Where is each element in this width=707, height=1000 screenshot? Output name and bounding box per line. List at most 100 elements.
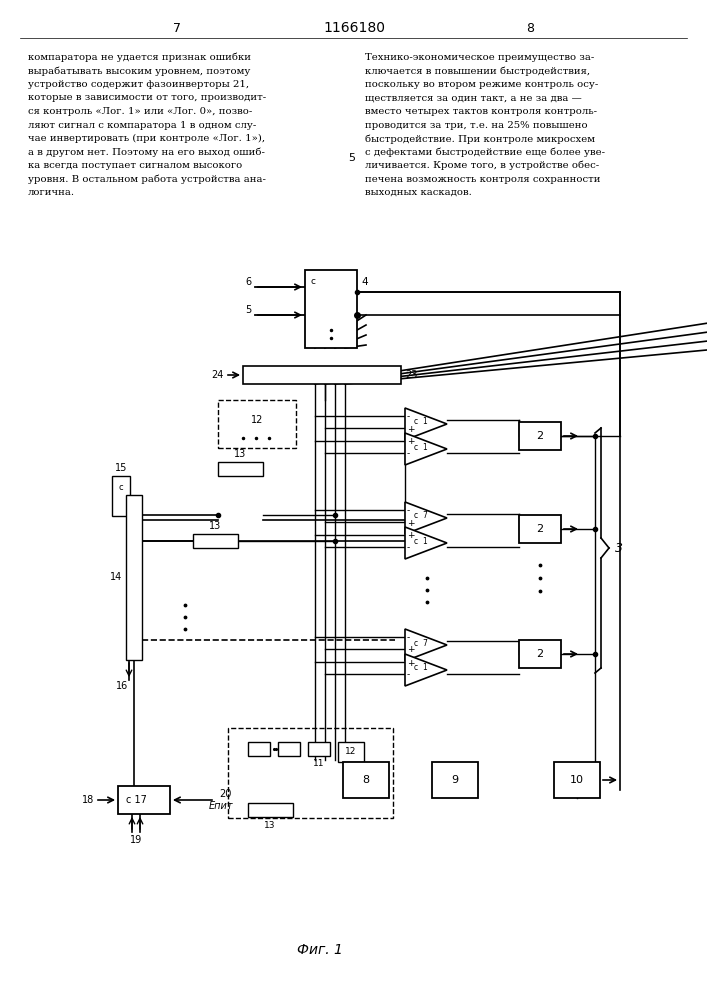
Text: печена возможность контроля сохранности: печена возможность контроля сохранности xyxy=(365,174,600,184)
Text: Технико-экономическое преимущество за-: Технико-экономическое преимущество за- xyxy=(365,53,595,62)
Text: -: - xyxy=(407,544,410,552)
Text: 23: 23 xyxy=(405,370,417,380)
Text: 13: 13 xyxy=(234,449,246,459)
Bar xyxy=(218,400,296,448)
Text: 7: 7 xyxy=(173,21,181,34)
Text: выходных каскадов.: выходных каскадов. xyxy=(365,188,472,197)
Text: 8: 8 xyxy=(526,21,534,34)
Bar xyxy=(519,640,561,668)
Text: уровня. В остальном работа устройства ана-: уровня. В остальном работа устройства ан… xyxy=(28,174,266,184)
Text: устройство содержит фазоинверторы 21,: устройство содержит фазоинверторы 21, xyxy=(28,80,249,89)
Text: 14: 14 xyxy=(110,572,122,582)
Text: 1166180: 1166180 xyxy=(323,21,385,35)
Text: 18: 18 xyxy=(82,795,94,805)
Text: -: - xyxy=(407,450,410,458)
Bar xyxy=(519,515,561,543)
Bar xyxy=(308,742,330,756)
Text: а в другом нет. Поэтому на его выход ошиб-: а в другом нет. Поэтому на его выход оши… xyxy=(28,147,265,157)
Text: 2: 2 xyxy=(537,649,544,659)
Text: 15: 15 xyxy=(115,463,127,473)
Text: 4: 4 xyxy=(362,277,368,287)
Bar xyxy=(193,534,238,548)
Bar xyxy=(118,786,170,814)
Bar xyxy=(519,422,561,450)
Text: 3: 3 xyxy=(615,542,623,554)
Text: ществляется за один такт, а не за два —: ществляется за один такт, а не за два — xyxy=(365,94,582,103)
Text: Eпит: Eпит xyxy=(209,801,233,811)
Text: c: c xyxy=(310,277,315,286)
Text: компаратора не удается признак ошибки: компаратора не удается признак ошибки xyxy=(28,53,251,62)
Bar xyxy=(338,742,364,762)
Polygon shape xyxy=(405,654,447,686)
Text: логична.: логична. xyxy=(28,188,75,197)
Text: c: c xyxy=(414,442,418,452)
Text: +: + xyxy=(407,658,414,668)
Text: вырабатывать высоким уровнем, поэтому: вырабатывать высоким уровнем, поэтому xyxy=(28,66,250,76)
Text: +: + xyxy=(407,518,414,528)
Polygon shape xyxy=(405,629,447,661)
Bar xyxy=(305,270,357,348)
Bar xyxy=(248,742,270,756)
Bar xyxy=(218,462,263,476)
Text: 2: 2 xyxy=(537,431,544,441)
Text: -: - xyxy=(407,634,410,643)
Polygon shape xyxy=(405,408,447,440)
Text: +: + xyxy=(407,532,414,540)
Text: 1: 1 xyxy=(422,664,427,672)
Text: 5: 5 xyxy=(245,305,251,315)
Text: 8: 8 xyxy=(363,775,370,785)
Text: 13: 13 xyxy=(209,521,221,531)
Text: 9: 9 xyxy=(452,775,459,785)
Bar xyxy=(432,762,478,798)
Text: которые в зависимости от того, производит-: которые в зависимости от того, производи… xyxy=(28,94,266,103)
Text: 13: 13 xyxy=(264,820,276,830)
Text: c: c xyxy=(414,418,418,426)
Text: с дефектами быстродействие еще более уве-: с дефектами быстродействие еще более уве… xyxy=(365,147,605,157)
Text: 19: 19 xyxy=(130,835,142,845)
Text: ляют сигнал с компаратора 1 в одном слу-: ляют сигнал с компаратора 1 в одном слу- xyxy=(28,120,256,129)
Text: c: c xyxy=(119,484,123,492)
Text: 6: 6 xyxy=(245,277,251,287)
Text: 7: 7 xyxy=(422,512,427,520)
Text: 1: 1 xyxy=(422,418,427,426)
Text: вместо четырех тактов контроля контроль-: вместо четырех тактов контроля контроль- xyxy=(365,107,597,116)
Text: 1: 1 xyxy=(422,536,427,546)
Text: -: - xyxy=(407,412,410,422)
Text: 2: 2 xyxy=(537,524,544,534)
Text: 12: 12 xyxy=(251,415,263,425)
Bar xyxy=(228,728,393,818)
Bar xyxy=(278,742,300,756)
Text: -: - xyxy=(407,670,410,680)
Text: -: - xyxy=(407,506,410,516)
Text: ключается в повышении быстродействия,: ключается в повышении быстродействия, xyxy=(365,66,590,76)
Text: +: + xyxy=(407,646,414,654)
Text: c: c xyxy=(414,639,418,648)
Text: 10: 10 xyxy=(570,775,584,785)
Bar xyxy=(248,803,293,817)
Text: 1: 1 xyxy=(422,442,427,452)
Text: чае инвертировать (при контроле «Лог. 1»),: чае инвертировать (при контроле «Лог. 1»… xyxy=(28,134,265,143)
Text: Фиг. 1: Фиг. 1 xyxy=(297,943,343,957)
Text: ка всегда поступает сигналом высокого: ка всегда поступает сигналом высокого xyxy=(28,161,243,170)
Text: +: + xyxy=(407,438,414,446)
Text: c: c xyxy=(414,664,418,672)
Text: быстродействие. При контроле микросхем: быстродействие. При контроле микросхем xyxy=(365,134,595,143)
Text: 24: 24 xyxy=(211,370,223,380)
Text: 7: 7 xyxy=(422,639,427,648)
Text: проводится за три, т.е. на 25% повышено: проводится за три, т.е. на 25% повышено xyxy=(365,120,588,129)
Text: 16: 16 xyxy=(116,681,128,691)
Bar xyxy=(112,476,130,516)
Text: +: + xyxy=(407,424,414,434)
Text: личивается. Кроме того, в устройстве обес-: личивается. Кроме того, в устройстве обе… xyxy=(365,161,599,170)
Text: поскольку во втором режиме контроль осу-: поскольку во втором режиме контроль осу- xyxy=(365,80,598,89)
Text: 20: 20 xyxy=(218,789,231,799)
Text: 5: 5 xyxy=(349,153,356,163)
Text: 12: 12 xyxy=(345,748,357,756)
Polygon shape xyxy=(405,502,447,534)
Text: c 17: c 17 xyxy=(126,795,147,805)
Bar xyxy=(126,495,142,660)
Text: c: c xyxy=(414,536,418,546)
Text: 11: 11 xyxy=(313,760,325,768)
Bar xyxy=(343,762,389,798)
Bar xyxy=(554,762,600,798)
